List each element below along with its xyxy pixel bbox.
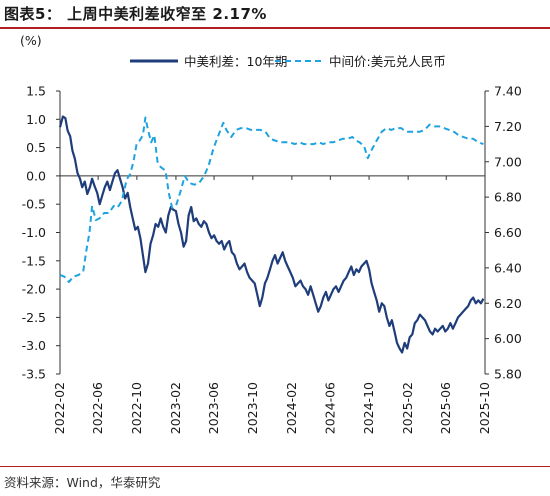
x-axis-tick-label: 2025-06 xyxy=(438,382,453,434)
title-divider xyxy=(0,27,550,29)
x-axis-tick-label: 2025-02 xyxy=(400,382,415,434)
left-axis-tick-label: -3.5 xyxy=(22,367,46,382)
right-axis-tick-label: 7.20 xyxy=(494,119,522,134)
x-axis-tick-label: 2022-06 xyxy=(90,382,105,434)
source-divider xyxy=(0,466,550,467)
chart-legend: 中美利差：10年期 中间价:美元兑人民币 xyxy=(130,54,446,69)
x-axis-tick-label: 2025-10 xyxy=(477,382,492,434)
chart-title-bar: 图表5： 上周中美利差收窄至 2.17% xyxy=(0,0,550,27)
left-axis-tick-label: 1.5 xyxy=(26,84,46,99)
right-axis-tick-label: 7.00 xyxy=(494,154,522,169)
right-axis-tick-label: 6.20 xyxy=(494,296,522,311)
x-axis-tick-label: 2023-02 xyxy=(168,382,183,434)
left-axis-tick-label: -0.5 xyxy=(22,197,46,212)
legend-label-fx: 中间价:美元兑人民币 xyxy=(329,54,446,69)
right-axis-tick-label: 6.80 xyxy=(494,190,522,205)
chart-axes: 1.5 1.0 0.5 0.0 -0.5 -1.0 -1.5 -2.0 -2.5 -3.0 -3.5… xyxy=(22,84,522,435)
x-axis-tick-label: 2024-06 xyxy=(322,382,337,434)
x-axis-tick-label: 2024-10 xyxy=(361,382,376,434)
series-line-spread xyxy=(58,115,485,354)
source-note: 资料来源：Wind，华泰研究 xyxy=(4,475,161,490)
right-axis-tick-label: 7.40 xyxy=(494,84,522,99)
series-line-fx xyxy=(59,116,484,283)
legend-label-spread: 中美利差：10年期 xyxy=(184,54,287,69)
left-axis-tick-label: -1.0 xyxy=(22,225,46,240)
right-axis-tick-label: 6.60 xyxy=(494,225,522,240)
chart-canvas: 中美利差：10年期 中间价:美元兑人民币 (%) 1.5 1.0 0.5 0.0 -0.… xyxy=(20,33,522,435)
right-axis-tick-label: 5.80 xyxy=(494,367,522,382)
x-axis-tick-label: 2024-02 xyxy=(284,382,299,434)
right-axis-tick-label: 6.40 xyxy=(494,260,522,275)
plot-area xyxy=(58,115,485,354)
left-axis-tick-label: -3.0 xyxy=(22,338,46,353)
left-axis-tick-label: 0.0 xyxy=(26,168,46,183)
left-axis-tick-label: -1.5 xyxy=(22,253,46,268)
x-axis-tick-label: 2022-10 xyxy=(129,382,144,434)
chart-title: 图表5： 上周中美利差收窄至 2.17% xyxy=(4,5,267,23)
right-axis-tick-label: 6.00 xyxy=(494,331,522,346)
left-axis-unit-label: (%) xyxy=(20,33,42,48)
x-axis-tick-label: 2023-10 xyxy=(245,382,260,434)
left-axis-tick-label: -2.0 xyxy=(22,282,46,297)
left-axis-tick-label: 1.0 xyxy=(26,112,46,127)
x-axis-tick-label: 2023-06 xyxy=(206,382,221,434)
x-axis-tick-label: 2022-02 xyxy=(52,382,67,434)
left-axis-tick-label: -2.5 xyxy=(22,310,46,325)
left-axis-tick-label: 0.5 xyxy=(26,140,46,155)
